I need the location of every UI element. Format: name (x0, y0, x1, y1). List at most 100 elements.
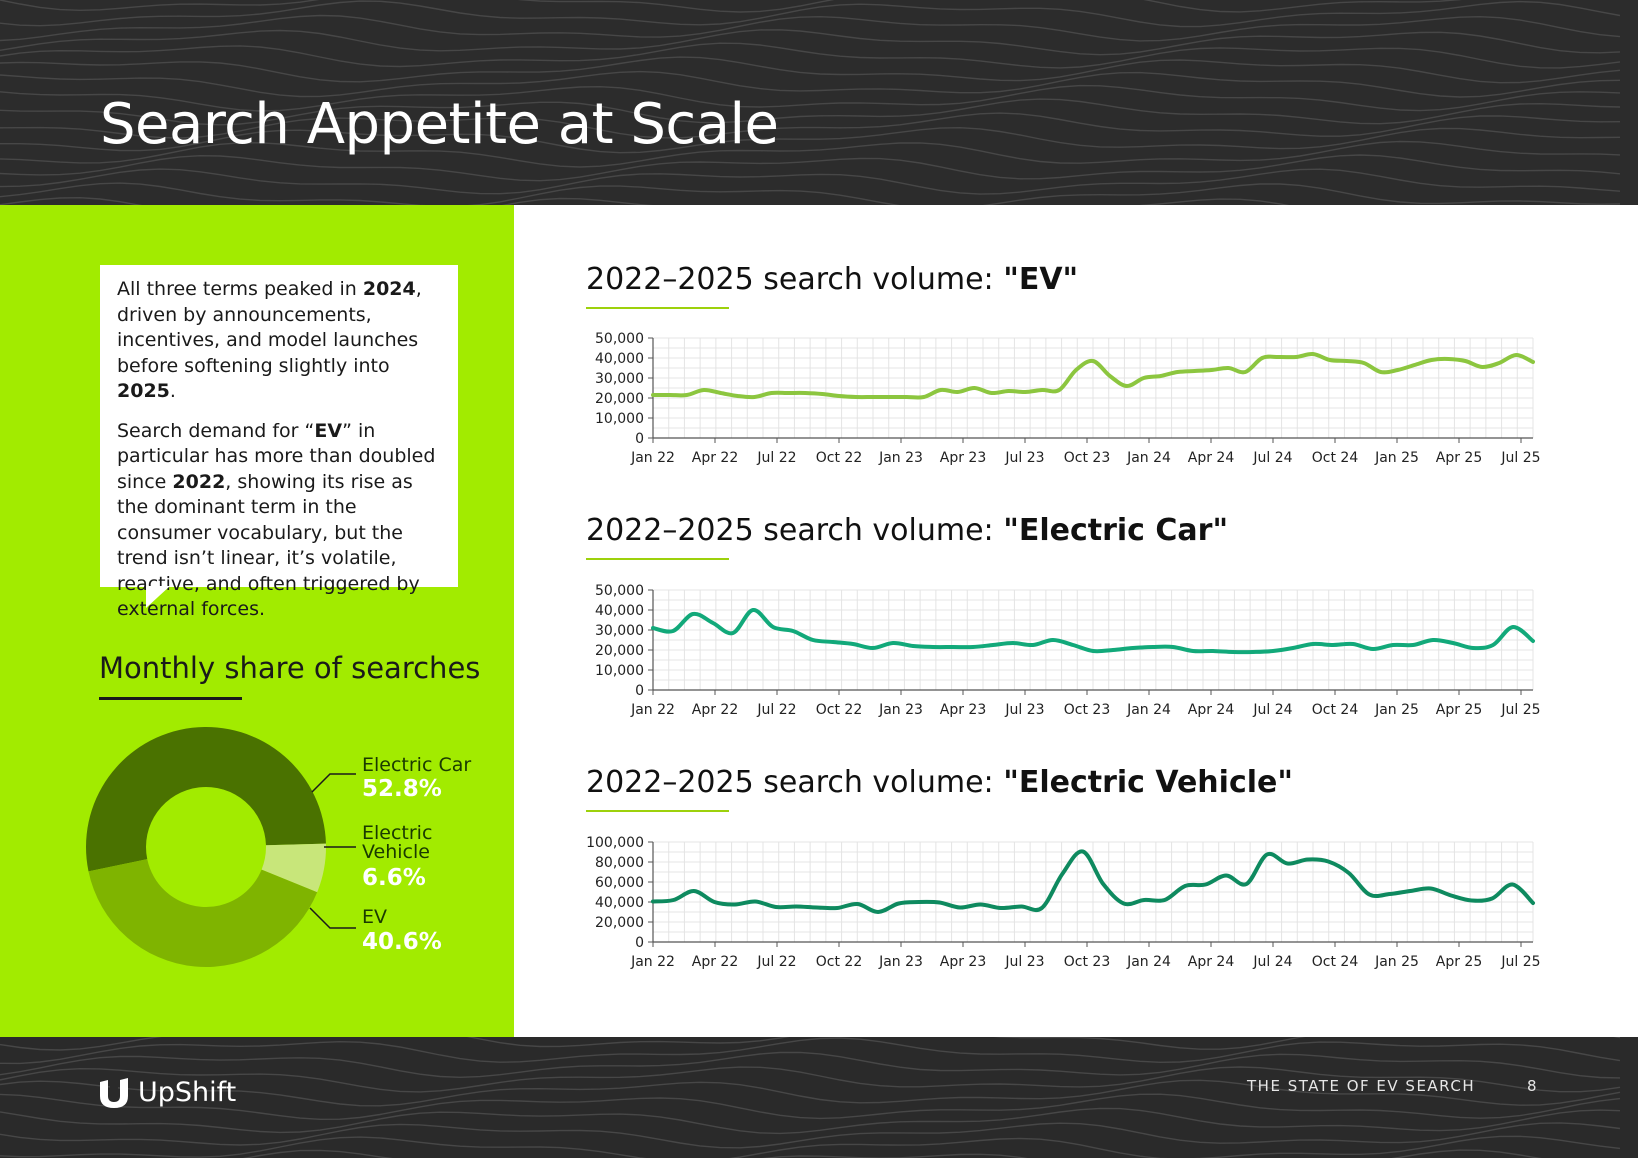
topo-line (0, 84, 1621, 112)
x-tick-label: Jan 22 (630, 702, 675, 718)
x-tick-label: Jul 23 (1004, 450, 1044, 466)
y-tick-label: 40,000 (595, 895, 644, 911)
slice-pct-electric-vehicle: 6.6% (362, 865, 426, 891)
x-tick-label: Jul 24 (1252, 954, 1292, 970)
x-tick-label: Apr 22 (692, 702, 738, 718)
topo-line (242, 1149, 1542, 1158)
series-line (651, 849, 1535, 915)
topo-line (0, 126, 1621, 154)
x-tick-label: Jan 25 (1374, 450, 1419, 466)
topo-line (0, 42, 1621, 69)
series-line (651, 351, 1535, 400)
x-tick-label: Jan 23 (878, 702, 923, 718)
topo-line (0, 29, 1621, 56)
topo-line (0, 168, 1621, 195)
x-tick-label: Jul 24 (1252, 702, 1292, 718)
x-tick-label: Apr 24 (1188, 702, 1235, 718)
donut-slice-electric-vehicle (261, 843, 326, 893)
line-chart-ev: 0 10,000 20,000 30,000 40,000 50,000 Jan 22 Apr… (595, 331, 1540, 466)
x-tick-label: Oct 24 (1312, 702, 1359, 718)
slice-label-electric-car: Electric Car (362, 754, 472, 776)
topo-line (0, 182, 1621, 205)
topo-line (0, 0, 1462, 13)
x-tick-label: Apr 22 (692, 450, 738, 466)
x-tick-label: Jul 23 (1004, 954, 1044, 970)
y-tick-label: 10,000 (595, 663, 644, 679)
topo-line (0, 1051, 1621, 1079)
x-tick-label: Jan 22 (630, 954, 675, 970)
topo-line (0, 56, 1621, 84)
share-title-underline (99, 697, 242, 700)
x-tick-label: Jul 23 (1004, 702, 1044, 718)
slice-pct-ev: 40.6% (362, 929, 442, 955)
x-tick-label: Apr 25 (1436, 702, 1482, 718)
slice-label-electric-vehicle: Electric Vehicle (362, 822, 433, 863)
y-tick-label: 50,000 (595, 583, 644, 599)
x-tick-label: Apr 25 (1436, 450, 1482, 466)
x-tick-label: Jul 22 (756, 702, 796, 718)
topo-line (0, 0, 1621, 28)
x-tick-label: Jan 25 (1374, 702, 1419, 718)
topo-line (0, 1037, 1621, 1065)
chart-title-electric-vehicle: 2022–2025 search volume: "Electric Vehic… (586, 765, 1293, 800)
x-tick-label: Oct 23 (1064, 702, 1110, 718)
topo-line (0, 1079, 1621, 1107)
y-tick-label: 30,000 (595, 623, 644, 639)
x-tick-label: Oct 23 (1064, 954, 1110, 970)
x-tick-label: Oct 22 (816, 702, 862, 718)
x-tick-label: Oct 22 (816, 954, 862, 970)
x-tick-label: Jan 24 (1126, 702, 1171, 718)
x-tick-label: Jan 23 (878, 954, 923, 970)
x-tick-label: Jan 24 (1126, 450, 1171, 466)
callout-paragraph-2: Search demand for “EV” in particular has… (117, 419, 436, 621)
topo-line (0, 70, 1621, 98)
slice-label-ev: EV (362, 906, 388, 928)
line-chart-electric-car: 0 10,000 20,000 30,000 40,000 50,000 Jan 22 Apr… (595, 583, 1540, 718)
x-tick-label: Jul 25 (1500, 954, 1540, 970)
x-tick-label: Apr 22 (692, 954, 738, 970)
topo-line (0, 154, 1621, 182)
x-tick-label: Jan 25 (1374, 954, 1419, 970)
y-tick-label: 40,000 (595, 603, 644, 619)
y-tick-label: 20,000 (595, 915, 644, 931)
chart-underline-ev (586, 307, 729, 309)
topo-line (0, 1093, 1621, 1121)
topo-line (0, 1107, 1621, 1135)
chart-underline-electric-vehicle (586, 810, 729, 812)
leader-line (309, 907, 356, 929)
callout-box: All three terms peaked in 2024, driven b… (100, 265, 458, 620)
page-number: 8 (1527, 1077, 1537, 1095)
y-tick-label: 80,000 (595, 855, 644, 871)
callout-tail (146, 586, 170, 608)
chart-title-ev: 2022–2025 search volume: "EV" (586, 262, 1079, 297)
x-tick-label: Oct 23 (1064, 450, 1110, 466)
x-tick-label: Jul 25 (1500, 450, 1540, 466)
chart-title-electric-car: 2022–2025 search volume: "Electric Car" (586, 513, 1229, 548)
x-tick-label: Apr 25 (1436, 954, 1482, 970)
y-tick-label: 50,000 (595, 331, 644, 347)
share-donut-chart (86, 727, 356, 967)
topo-line (0, 1122, 1621, 1149)
x-tick-label: Apr 24 (1188, 450, 1235, 466)
footer-section-label: THE STATE OF EV SEARCH (1247, 1077, 1476, 1095)
right-panel (514, 205, 1638, 1037)
y-tick-label: 0 (635, 431, 644, 447)
topo-line (0, 1066, 1621, 1093)
topo-line (0, 14, 1621, 42)
y-tick-label: 20,000 (595, 391, 644, 407)
chart-underline-electric-car (586, 558, 729, 560)
header-band: Search Appetite at Scale (0, 0, 1638, 205)
x-tick-label: Apr 24 (1188, 954, 1235, 970)
x-tick-label: Jul 24 (1252, 450, 1292, 466)
y-tick-label: 0 (635, 935, 644, 951)
grid (652, 589, 1534, 691)
donut-slice-electric-car (86, 727, 326, 872)
topo-line (0, 98, 1621, 126)
donut-slice-ev (88, 859, 318, 967)
x-tick-label: Apr 23 (940, 702, 986, 718)
x-tick-label: Oct 24 (1312, 954, 1359, 970)
x-tick-label: Jul 22 (756, 450, 796, 466)
x-tick-label: Jan 23 (878, 450, 923, 466)
x-tick-label: Oct 24 (1312, 450, 1359, 466)
brand-name: UpShift (138, 1077, 237, 1108)
